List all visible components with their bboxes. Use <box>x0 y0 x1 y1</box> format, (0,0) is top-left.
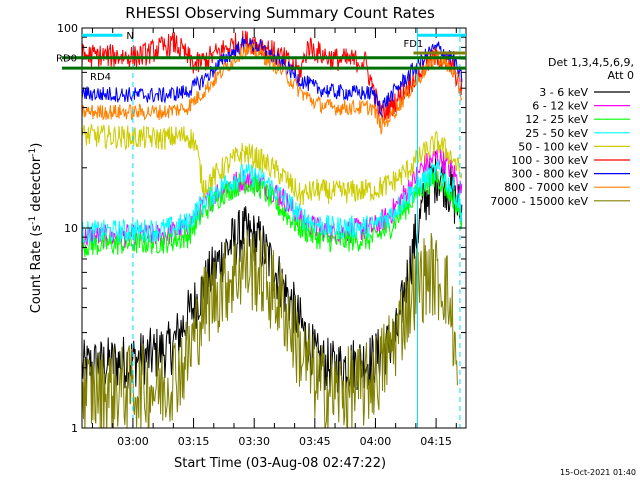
axes: 1 10 100 03:00 03:15 03:30 03:45 04:00 04:15 <box>57 22 466 448</box>
series-line-3 <box>82 159 463 244</box>
y-axis-label-sup: -1 <box>28 216 38 225</box>
legend-header-2: Att 0 <box>608 69 634 82</box>
y-axis-label-mid: detector <box>29 156 44 216</box>
series-line-6 <box>82 35 463 117</box>
series-line-2 <box>82 169 463 258</box>
legend-label-3: 25 - 50 keV <box>525 127 588 140</box>
legend-label-7: 800 - 7000 keV <box>504 181 588 194</box>
annotation-label-1: FD1 <box>403 39 423 50</box>
annotation-label-2: RD0 <box>56 54 77 65</box>
x-tick-label-0: 03:00 <box>117 435 149 448</box>
footer-timestamp: 15-Oct-2021 01:40 <box>560 468 636 477</box>
legend-label-6: 300 - 800 keV <box>511 168 588 181</box>
x-tick-label-4: 04:00 <box>360 435 392 448</box>
x-tick-label-3: 03:45 <box>299 435 331 448</box>
legend-label-4: 50 - 100 keV <box>518 140 588 153</box>
legend-label-0: 3 - 6 keV <box>539 86 588 99</box>
annotation-label-0: N <box>126 31 133 42</box>
y-axis-label-main: Count Rate (s <box>29 225 44 314</box>
y-tick-label-1: 10 <box>64 222 78 235</box>
series-line-8 <box>82 229 458 428</box>
y-tick-label-0: 1 <box>71 422 78 435</box>
annotation-label-3: RD4 <box>90 72 111 83</box>
legend-label-1: 6 - 12 keV <box>532 100 588 113</box>
x-tick-label-1: 03:15 <box>178 435 210 448</box>
legend-label-5: 100 - 300 keV <box>511 154 588 167</box>
legend-label-8: 7000 - 15000 keV <box>490 195 588 208</box>
x-tick-label-2: 03:30 <box>238 435 270 448</box>
x-tick-label-5: 04:15 <box>420 435 452 448</box>
chart-title: RHESSI Observing Summary Count Rates <box>125 4 435 22</box>
legend-label-2: 12 - 25 keV <box>525 113 588 126</box>
y-tick-label-2: 100 <box>57 22 78 35</box>
x-axis-label: Start Time (03-Aug-08 02:47:22) <box>174 456 386 471</box>
legend-header-1: Det 1,3,4,5,6,9, <box>548 56 634 69</box>
y-axis-label-end: ) <box>29 143 44 148</box>
series-line-4 <box>82 123 463 206</box>
plot-area <box>82 28 463 428</box>
y-axis-label: Count Rate (s-1 detector-1) <box>28 143 44 314</box>
y-axis-label-sup2: -1 <box>28 148 38 157</box>
